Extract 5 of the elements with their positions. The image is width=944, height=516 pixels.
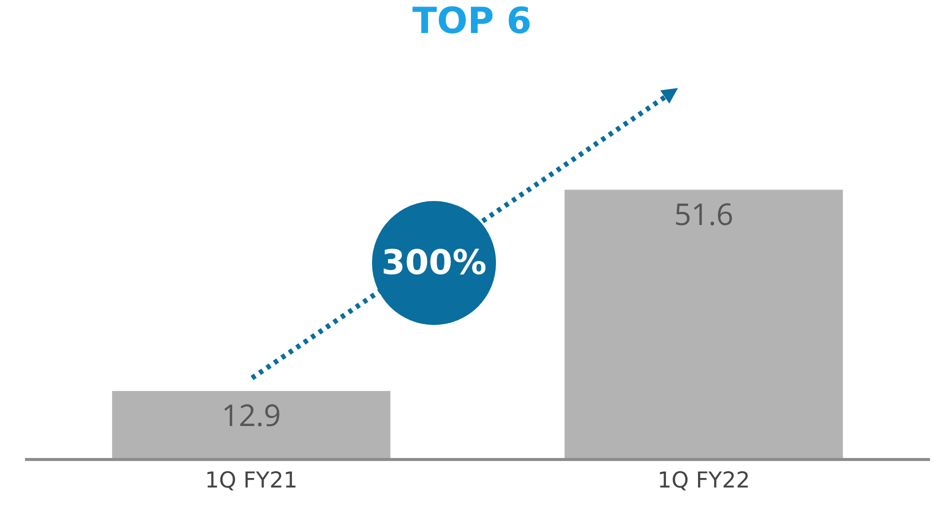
- x-tick-label: 1Q FY22: [658, 468, 750, 494]
- data-label: 12.9: [222, 394, 281, 435]
- x-tick-label: 1Q FY21: [205, 468, 298, 494]
- data-label: 51.6: [674, 192, 734, 234]
- chart-title: TOP 6: [412, 0, 532, 42]
